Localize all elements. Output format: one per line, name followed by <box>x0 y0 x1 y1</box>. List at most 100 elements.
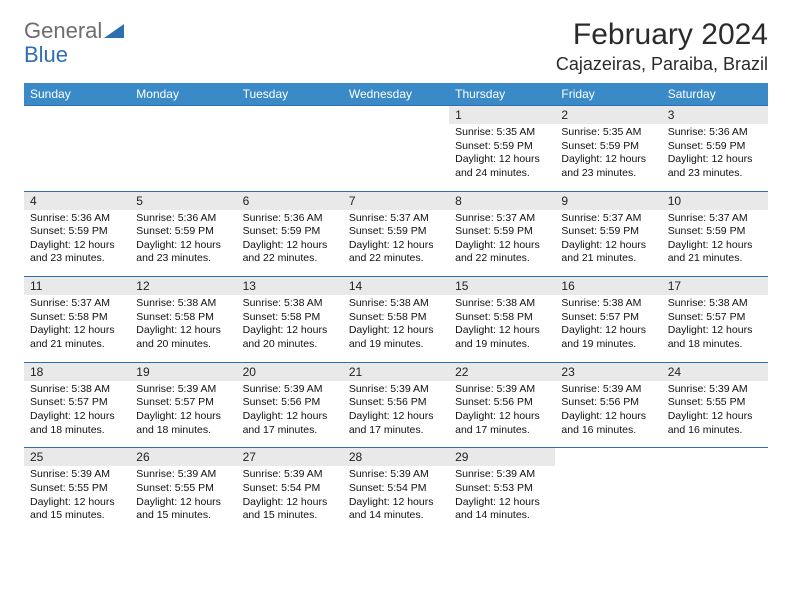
calendar-day-cell: 21Sunrise: 5:39 AMSunset: 5:56 PMDayligh… <box>343 362 449 448</box>
calendar-day-cell: 1Sunrise: 5:35 AMSunset: 5:59 PMDaylight… <box>449 106 555 192</box>
sunset-line: Sunset: 5:59 PM <box>243 225 337 239</box>
calendar-day-cell: 10Sunrise: 5:37 AMSunset: 5:59 PMDayligh… <box>662 191 768 277</box>
calendar-week-row: 11Sunrise: 5:37 AMSunset: 5:58 PMDayligh… <box>24 277 768 363</box>
sunset-line: Sunset: 5:56 PM <box>243 396 337 410</box>
calendar-day-cell: 29Sunrise: 5:39 AMSunset: 5:53 PMDayligh… <box>449 448 555 533</box>
logo-triangle-icon <box>104 22 126 40</box>
sunrise-line: Sunrise: 5:37 AM <box>668 212 762 226</box>
daylight-line: Daylight: 12 hours and 21 minutes. <box>30 324 124 351</box>
daylight-line: Daylight: 12 hours and 24 minutes. <box>455 153 549 180</box>
day-number <box>555 448 661 466</box>
calendar-day-cell: 9Sunrise: 5:37 AMSunset: 5:59 PMDaylight… <box>555 191 661 277</box>
day-details: Sunrise: 5:35 AMSunset: 5:59 PMDaylight:… <box>555 124 661 191</box>
daylight-line: Daylight: 12 hours and 16 minutes. <box>668 410 762 437</box>
sunset-line: Sunset: 5:59 PM <box>455 225 549 239</box>
day-details: Sunrise: 5:37 AMSunset: 5:59 PMDaylight:… <box>343 210 449 277</box>
sunset-line: Sunset: 5:57 PM <box>136 396 230 410</box>
calendar-day-cell: 28Sunrise: 5:39 AMSunset: 5:54 PMDayligh… <box>343 448 449 533</box>
calendar-day-cell <box>237 106 343 192</box>
day-details: Sunrise: 5:38 AMSunset: 5:58 PMDaylight:… <box>130 295 236 362</box>
sunset-line: Sunset: 5:57 PM <box>30 396 124 410</box>
day-number: 12 <box>130 277 236 295</box>
day-details: Sunrise: 5:39 AMSunset: 5:55 PMDaylight:… <box>130 466 236 533</box>
sunset-line: Sunset: 5:58 PM <box>136 311 230 325</box>
calendar-day-cell: 25Sunrise: 5:39 AMSunset: 5:55 PMDayligh… <box>24 448 130 533</box>
day-header: Friday <box>555 83 661 106</box>
calendar-day-cell: 2Sunrise: 5:35 AMSunset: 5:59 PMDaylight… <box>555 106 661 192</box>
calendar-day-cell: 3Sunrise: 5:36 AMSunset: 5:59 PMDaylight… <box>662 106 768 192</box>
day-details: Sunrise: 5:37 AMSunset: 5:59 PMDaylight:… <box>449 210 555 277</box>
sunrise-line: Sunrise: 5:39 AM <box>668 383 762 397</box>
day-details: Sunrise: 5:36 AMSunset: 5:59 PMDaylight:… <box>24 210 130 277</box>
day-number: 18 <box>24 363 130 381</box>
day-number: 5 <box>130 192 236 210</box>
sunrise-line: Sunrise: 5:39 AM <box>136 468 230 482</box>
calendar-day-cell: 5 Sunrise: 5:36 AMSunset: 5:59 PMDaylight… <box>130 191 236 277</box>
calendar-day-cell <box>130 106 236 192</box>
day-header: Sunday <box>24 83 130 106</box>
day-number <box>24 106 130 124</box>
day-number <box>662 448 768 466</box>
brand-part1: General <box>24 18 102 44</box>
sunrise-line: Sunrise: 5:39 AM <box>455 468 549 482</box>
day-details <box>555 466 661 530</box>
sunrise-line: Sunrise: 5:37 AM <box>561 212 655 226</box>
day-details: Sunrise: 5:37 AMSunset: 5:59 PMDaylight:… <box>662 210 768 277</box>
daylight-line: Daylight: 12 hours and 14 minutes. <box>349 496 443 523</box>
calendar-day-cell: 19Sunrise: 5:39 AMSunset: 5:57 PMDayligh… <box>130 362 236 448</box>
sunset-line: Sunset: 5:56 PM <box>349 396 443 410</box>
daylight-line: Daylight: 12 hours and 20 minutes. <box>243 324 337 351</box>
daylight-line: Daylight: 12 hours and 18 minutes. <box>30 410 124 437</box>
calendar-day-cell: 23Sunrise: 5:39 AMSunset: 5:56 PMDayligh… <box>555 362 661 448</box>
daylight-line: Daylight: 12 hours and 23 minutes. <box>136 239 230 266</box>
sunrise-line: Sunrise: 5:38 AM <box>243 297 337 311</box>
day-details: Sunrise: 5:39 AMSunset: 5:54 PMDaylight:… <box>237 466 343 533</box>
calendar-day-cell: 14Sunrise: 5:38 AMSunset: 5:58 PMDayligh… <box>343 277 449 363</box>
day-number: 25 <box>24 448 130 466</box>
calendar-body: 1Sunrise: 5:35 AMSunset: 5:59 PMDaylight… <box>24 106 768 533</box>
daylight-line: Daylight: 12 hours and 15 minutes. <box>30 496 124 523</box>
sunrise-line: Sunrise: 5:39 AM <box>349 383 443 397</box>
day-number: 1 <box>449 106 555 124</box>
day-number <box>343 106 449 124</box>
sunset-line: Sunset: 5:58 PM <box>349 311 443 325</box>
day-details: Sunrise: 5:36 AMSunset: 5:59 PMDaylight:… <box>237 210 343 277</box>
day-number: 2 <box>555 106 661 124</box>
day-number: 21 <box>343 363 449 381</box>
sunset-line: Sunset: 5:55 PM <box>30 482 124 496</box>
sunset-line: Sunset: 5:57 PM <box>668 311 762 325</box>
brand-logo: General <box>24 18 128 44</box>
sunset-line: Sunset: 5:54 PM <box>349 482 443 496</box>
sunset-line: Sunset: 5:59 PM <box>561 140 655 154</box>
day-details: Sunrise: 5:39 AMSunset: 5:54 PMDaylight:… <box>343 466 449 533</box>
day-number: 13 <box>237 277 343 295</box>
daylight-line: Daylight: 12 hours and 23 minutes. <box>561 153 655 180</box>
sunrise-line: Sunrise: 5:36 AM <box>136 212 230 226</box>
daylight-line: Daylight: 12 hours and 22 minutes. <box>349 239 443 266</box>
day-details: Sunrise: 5:38 AMSunset: 5:57 PMDaylight:… <box>555 295 661 362</box>
sunrise-line: Sunrise: 5:38 AM <box>30 383 124 397</box>
sunset-line: Sunset: 5:59 PM <box>668 225 762 239</box>
sunrise-line: Sunrise: 5:37 AM <box>349 212 443 226</box>
daylight-line: Daylight: 12 hours and 23 minutes. <box>30 239 124 266</box>
calendar-week-row: 18Sunrise: 5:38 AMSunset: 5:57 PMDayligh… <box>24 362 768 448</box>
location-subtitle: Cajazeiras, Paraiba, Brazil <box>556 54 768 75</box>
day-number: 9 <box>555 192 661 210</box>
day-number: 29 <box>449 448 555 466</box>
calendar-week-row: 1Sunrise: 5:35 AMSunset: 5:59 PMDaylight… <box>24 106 768 192</box>
day-header: Saturday <box>662 83 768 106</box>
day-details: Sunrise: 5:36 AMSunset: 5:59 PMDaylight:… <box>662 124 768 191</box>
sunrise-line: Sunrise: 5:38 AM <box>349 297 443 311</box>
sunrise-line: Sunrise: 5:38 AM <box>136 297 230 311</box>
sunrise-line: Sunrise: 5:39 AM <box>349 468 443 482</box>
day-details: Sunrise: 5:39 AMSunset: 5:56 PMDaylight:… <box>343 381 449 448</box>
daylight-line: Daylight: 12 hours and 17 minutes. <box>349 410 443 437</box>
day-details: Sunrise: 5:39 AMSunset: 5:53 PMDaylight:… <box>449 466 555 533</box>
daylight-line: Daylight: 12 hours and 19 minutes. <box>349 324 443 351</box>
daylight-line: Daylight: 12 hours and 16 minutes. <box>561 410 655 437</box>
sunset-line: Sunset: 5:59 PM <box>136 225 230 239</box>
sunset-line: Sunset: 5:59 PM <box>349 225 443 239</box>
calendar-day-cell: 11Sunrise: 5:37 AMSunset: 5:58 PMDayligh… <box>24 277 130 363</box>
calendar-day-cell: 16Sunrise: 5:38 AMSunset: 5:57 PMDayligh… <box>555 277 661 363</box>
calendar-day-cell: 13Sunrise: 5:38 AMSunset: 5:58 PMDayligh… <box>237 277 343 363</box>
